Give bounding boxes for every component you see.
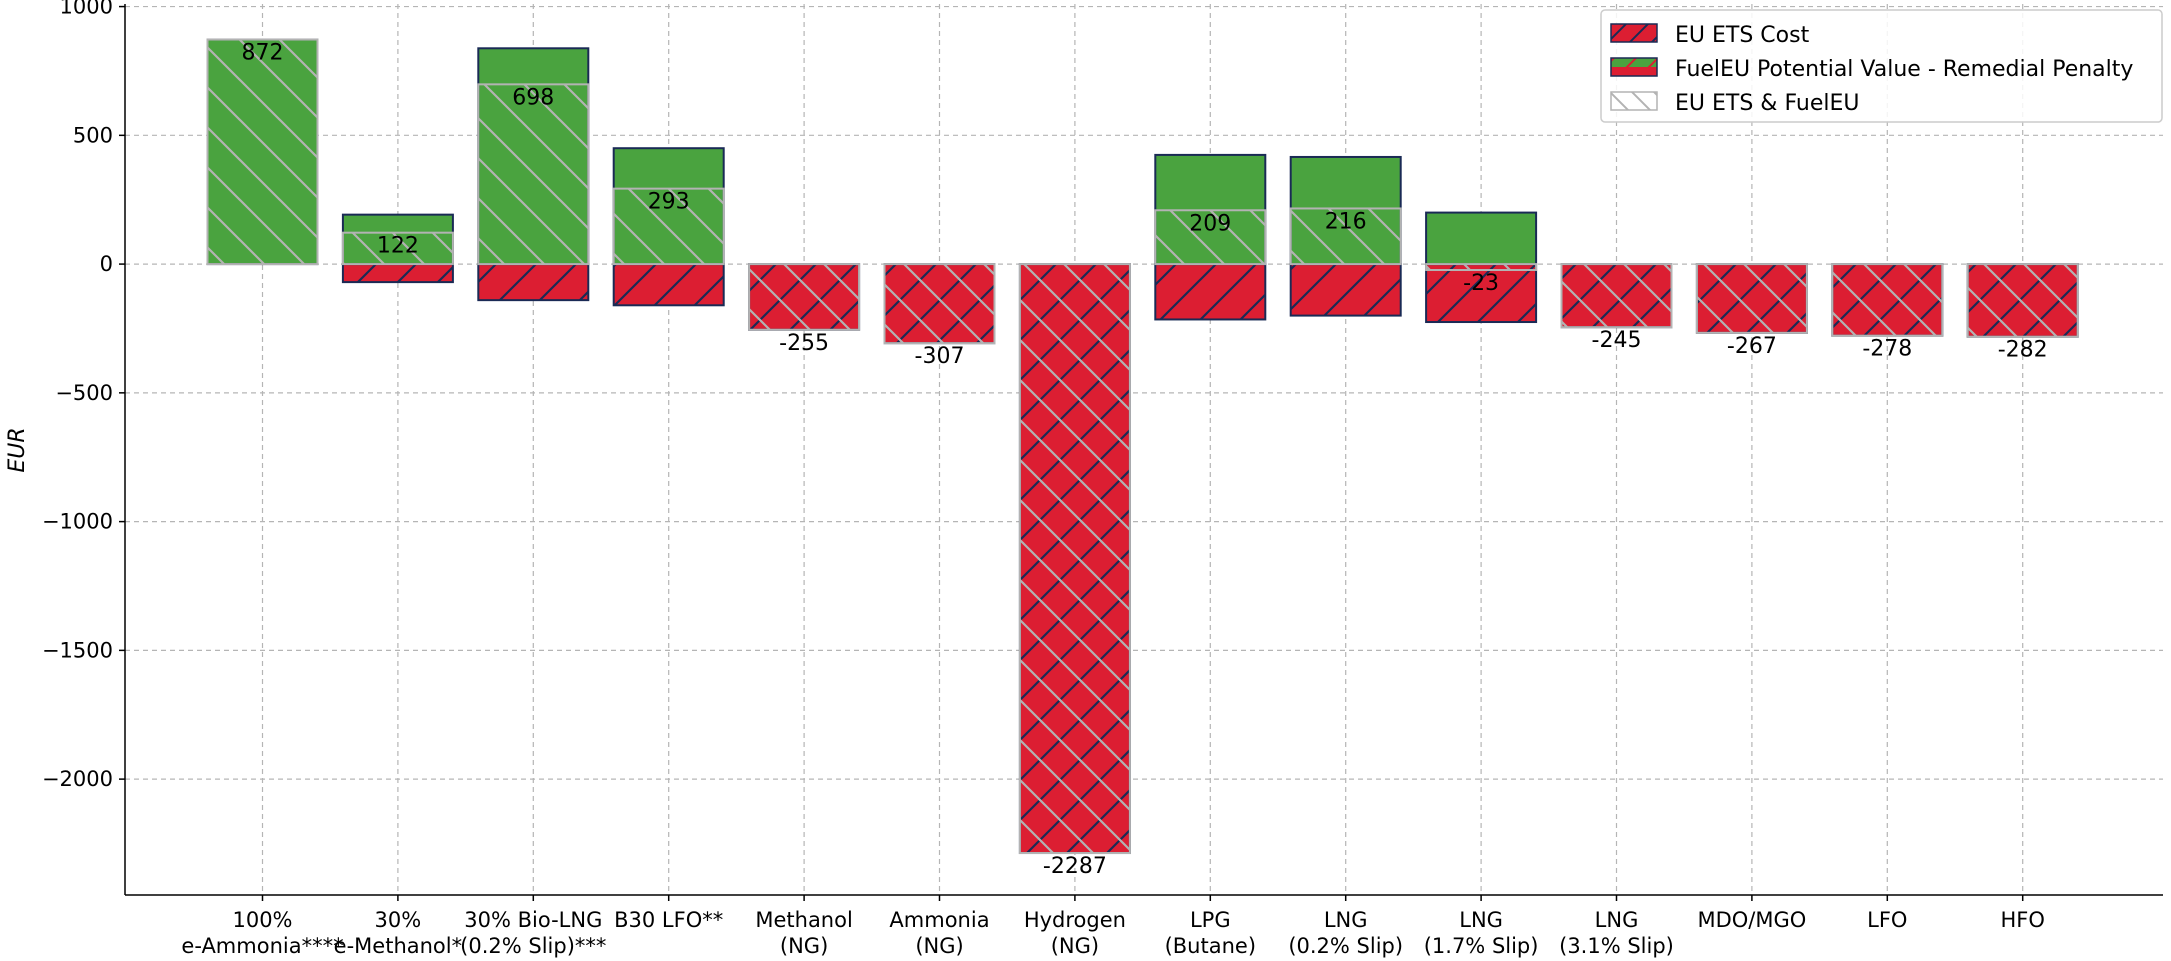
x-tick-label: LNG (3.1% Slip): [1559, 908, 1674, 958]
x-tick-label: 30% Bio-LNG (0.2% Slip)***: [460, 908, 606, 958]
x-tick-label: LFO: [1867, 908, 1907, 932]
data-label: -23: [1463, 271, 1499, 296]
x-tick-label: Hydrogen (NG): [1024, 908, 1126, 958]
bar-combined: [341, 231, 454, 266]
data-label: -307: [915, 344, 965, 369]
x-tick-label: 100% e-Ammonia****: [181, 908, 343, 958]
x-tick-label: MDO/MGO: [1697, 908, 1806, 932]
legend-label-ets-cost: EU ETS Cost: [1675, 23, 1810, 48]
bar-ets-cost-hatch: [612, 263, 725, 307]
bar-combined: [477, 83, 590, 266]
bar-combined: [1695, 263, 1808, 334]
data-label: 209: [1189, 211, 1231, 236]
data-label: 122: [377, 234, 419, 259]
bar-combined: [612, 187, 725, 266]
bars: [206, 38, 2079, 855]
x-tick-label: LNG (0.2% Slip): [1288, 908, 1403, 958]
x-tick-label: Methanol (NG): [755, 908, 852, 958]
legend-item-combined: EU ETS & FuelEU: [1610, 91, 1860, 116]
legend-item-fueleu: FuelEU Potential Value - Remedial Penalt…: [1610, 57, 2133, 82]
y-tick-label: −2000: [42, 767, 113, 791]
bar-combined: [1966, 263, 2079, 338]
bar-combined: [1560, 263, 1673, 329]
x-tick-label: LNG (1.7% Slip): [1424, 908, 1539, 958]
y-tick-label: −500: [55, 381, 113, 405]
axes: 1000 500 0 −500 −1000 −1500 −2000 100% e-Ammonia…: [42, 0, 2163, 958]
data-label: -2287: [1043, 854, 1107, 879]
x-tick-label: Ammonia (NG): [889, 908, 989, 958]
grid: [125, 4, 2163, 895]
legend-swatch-ets-cost-hatch: [1610, 23, 1658, 43]
legend-swatch-fueleu-hatch: [1610, 57, 1658, 77]
legend-swatch-combined-hatch: [1610, 91, 1658, 111]
bar-combined: [1289, 207, 1402, 266]
bar-combined: [883, 263, 996, 345]
bar-combined: [748, 263, 861, 331]
bar-combined: [1425, 263, 1538, 272]
data-label: 872: [242, 41, 284, 66]
bar-ets-cost-hatch: [1289, 263, 1402, 317]
bar-ets-cost-hatch: [477, 263, 590, 302]
legend: EU ETS Cost FuelEU Potential Value - Rem…: [1600, 9, 2163, 123]
y-tick-label: −1500: [42, 638, 113, 662]
y-tick-label: 1000: [60, 0, 113, 19]
bar-ets-cost-hatch: [341, 263, 454, 284]
y-axis-label: EUR: [5, 427, 30, 472]
data-label: -267: [1727, 334, 1777, 359]
data-label: 293: [648, 190, 690, 215]
y-tick-label: 0: [100, 252, 113, 276]
data-label: -282: [1998, 338, 2048, 363]
bar-combined: [1018, 263, 1131, 855]
x-tick-label: 30% e-Methanol*: [334, 908, 462, 958]
x-tick-label: B30 LFO**: [614, 908, 723, 932]
bar-combined: [1831, 263, 1944, 337]
legend-box: [1600, 9, 2163, 123]
bar-ets-cost-hatch: [1154, 263, 1267, 321]
x-tick-label: LPG (Butane): [1165, 908, 1256, 958]
bar-combined: [206, 38, 319, 266]
data-label: -255: [779, 331, 829, 356]
data-label: 698: [512, 85, 554, 110]
data-label: -245: [1592, 328, 1642, 353]
data-label: 216: [1325, 209, 1367, 234]
legend-label-fueleu: FuelEU Potential Value - Remedial Penalt…: [1675, 57, 2133, 82]
y-tick-label: 500: [73, 123, 113, 147]
data-labels: 872 122 698 293 -255 -307 -2287 209 216 -23 -245 -2…: [242, 41, 2048, 879]
legend-item-ets-cost: EU ETS Cost: [1610, 23, 1810, 48]
legend-label-combined: EU ETS & FuelEU: [1675, 91, 1860, 116]
y-tick-label: −1000: [42, 510, 113, 534]
bar-combined: [1154, 209, 1267, 266]
x-tick-label: HFO: [2000, 908, 2044, 932]
data-label: -278: [1862, 337, 1912, 362]
bar-fueleu: [1425, 211, 1538, 266]
